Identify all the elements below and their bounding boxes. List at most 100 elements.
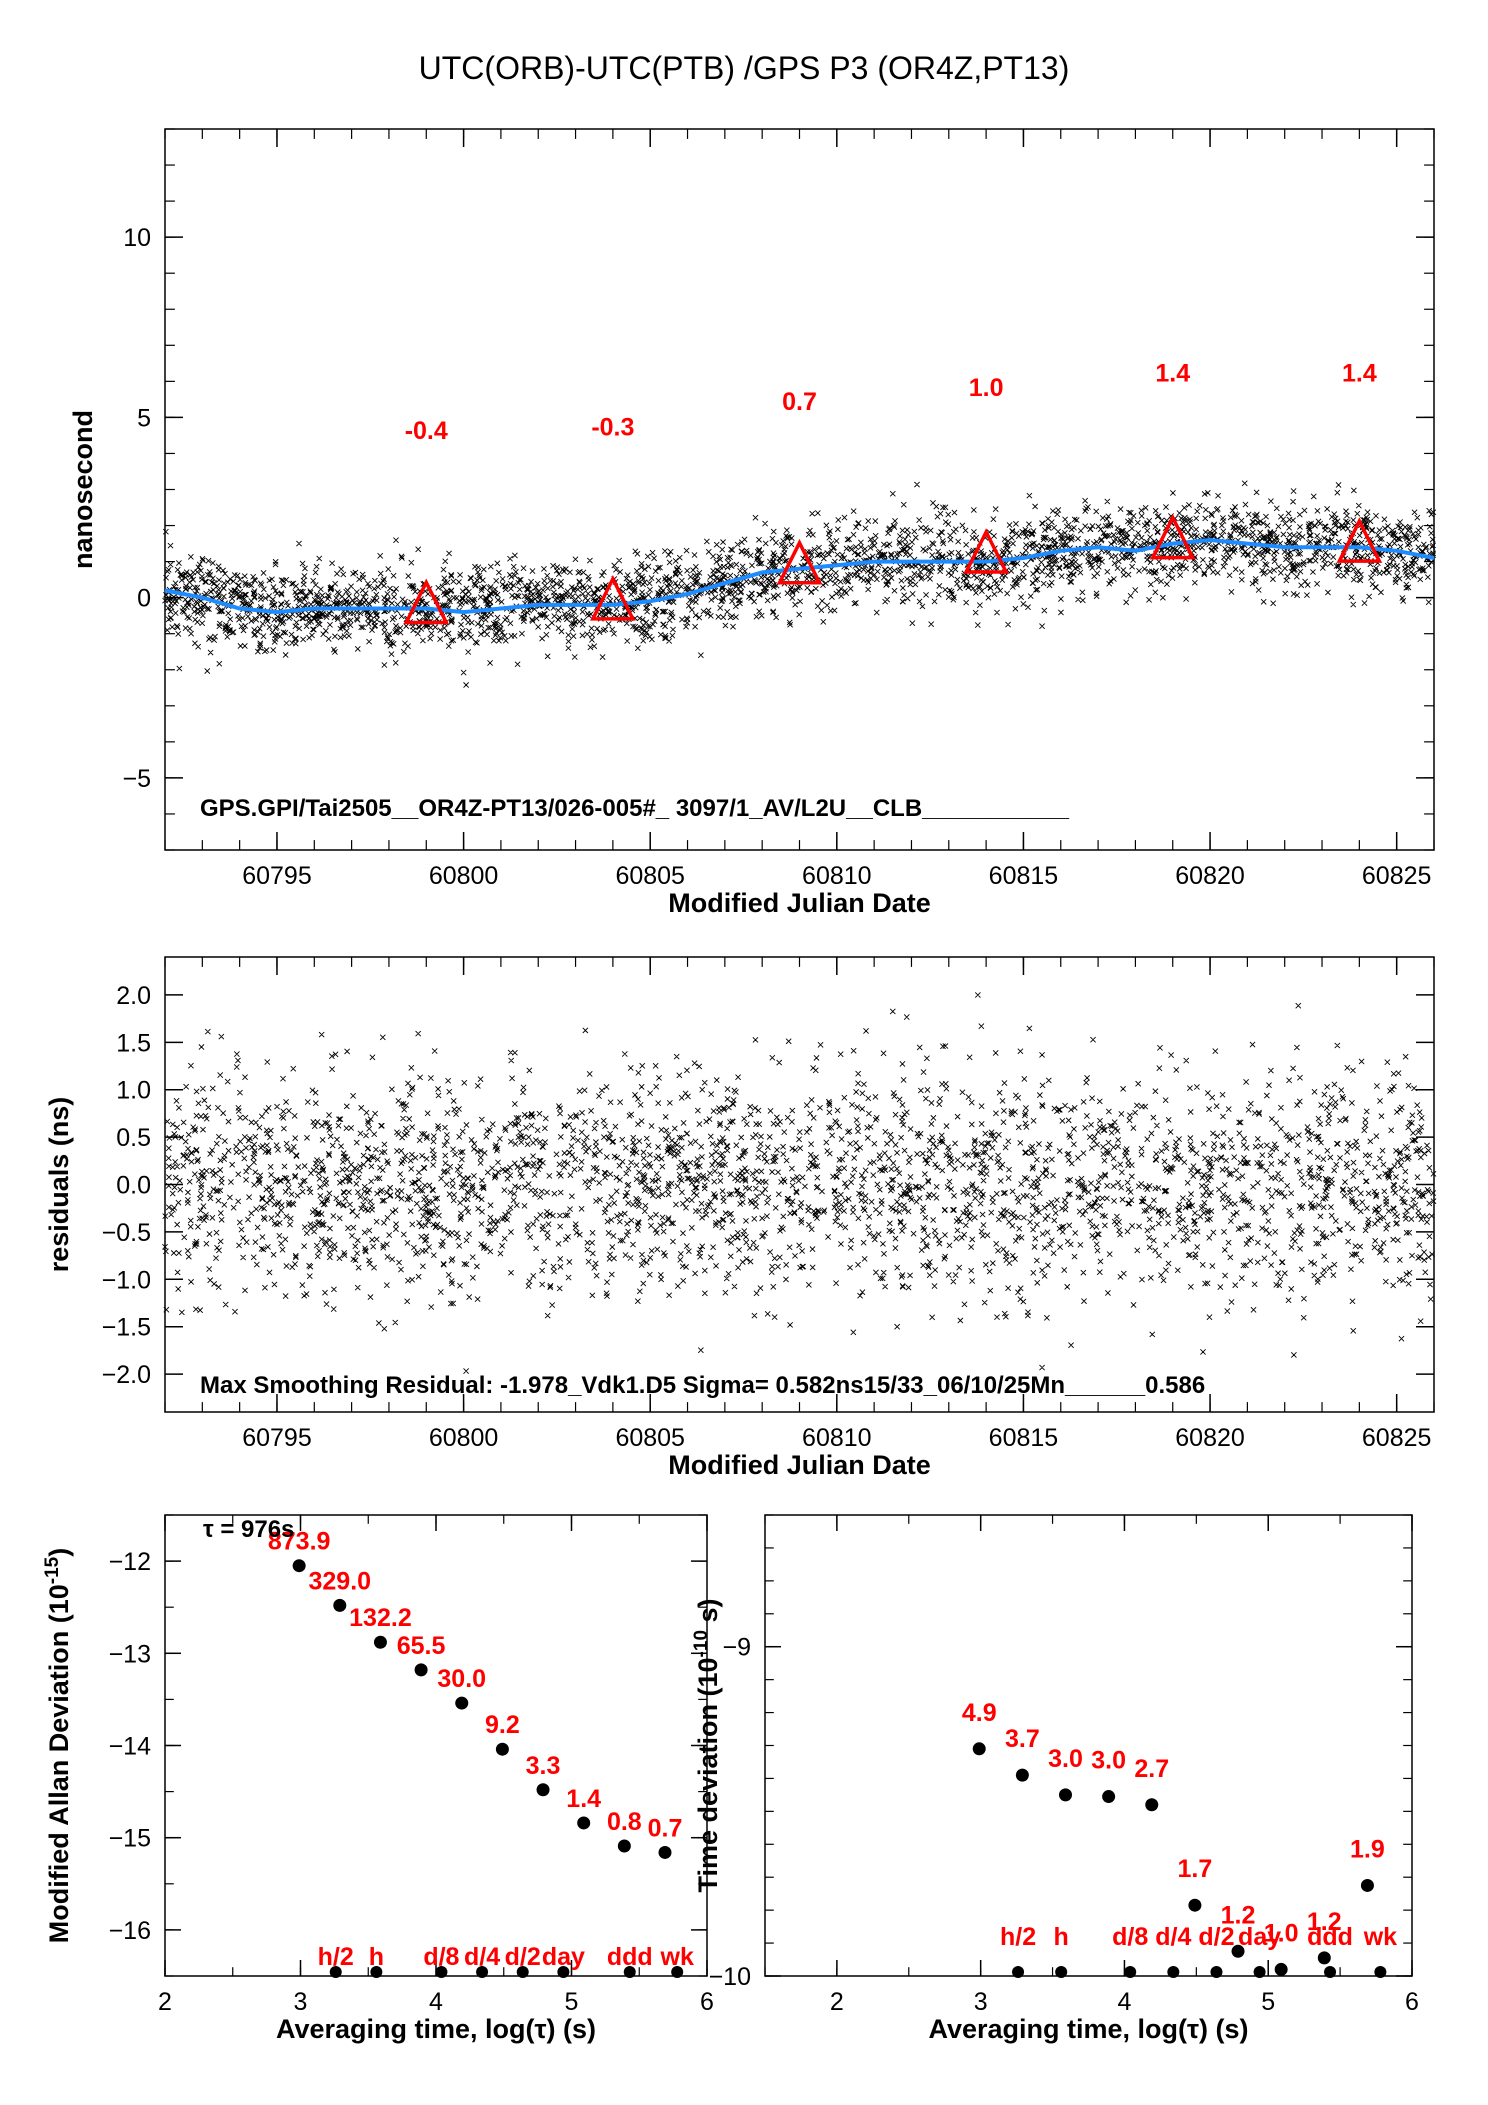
tau-marker-dot: [1012, 1966, 1025, 1978]
y-tick-label: −1.5: [102, 1314, 151, 1342]
y-tick-label: −1.0: [102, 1266, 151, 1294]
tau-marker-dot: [671, 1966, 684, 1978]
tau-marker-dot: [329, 1966, 342, 1978]
deviation-point: [1102, 1790, 1116, 1804]
tau-marker-label: h/2: [318, 1943, 354, 1971]
tau-marker-label: d/8: [1112, 1923, 1148, 1951]
x-tick-label: 6: [1405, 1988, 1419, 2016]
panel-allan-deviation: 2 3 4 5 6 −16 −15 −14 −13 −12 h/2 h d/8 d/4 d/2 day ddd w…: [42, 1514, 714, 2044]
tau-marker-label: wk: [1363, 1923, 1397, 1951]
y-axis-label-end: s): [693, 1598, 723, 1630]
tau-marker-dot: [435, 1966, 448, 1978]
tau-marker-label: wk: [660, 1943, 694, 1971]
y-tick-label: 0.0: [116, 1172, 151, 1200]
chart-title: UTC(ORB)-UTC(PTB) /GPS P3 (OR4Z,PT13): [419, 50, 1070, 86]
info-text: GPS.GPI/Tai2505__OR4Z-PT13/026-005#_ 309…: [200, 795, 1070, 822]
deviation-point: [292, 1559, 306, 1573]
x-tick-label: 60825: [1362, 862, 1432, 890]
tau-marker-dot: [476, 1966, 489, 1978]
tau-marker-label: day: [542, 1943, 585, 1971]
x-tick-label: 4: [1117, 1988, 1131, 2016]
deviation-point: [972, 1742, 986, 1756]
triangle-marker: [403, 578, 450, 625]
deviation-point: [1317, 1951, 1331, 1965]
y-tick-label: −16: [109, 1917, 151, 1945]
marker-value-label: 0.7: [782, 388, 817, 416]
y-tick-label: −12: [109, 1548, 151, 1576]
y-axis-label-end: ): [44, 1548, 74, 1557]
tau-marker-dot: [1167, 1966, 1180, 1978]
x-tick-label: 3: [294, 1988, 308, 2016]
y-tick-label: 5: [137, 404, 151, 432]
deviation-value-label: 0.7: [648, 1814, 683, 1842]
x-axis-label: Modified Julian Date: [668, 1450, 931, 1480]
y-tick-label: 2.0: [116, 982, 151, 1010]
y-tick-label: −10: [709, 1963, 751, 1991]
info-text: Max Smoothing Residual: -1.978_Vdk1.D5 S…: [200, 1372, 1205, 1399]
x-tick-label: 2: [830, 1988, 844, 2016]
x-tick-label: 60800: [429, 1424, 499, 1452]
x-tick-label: 60795: [242, 1424, 312, 1452]
x-tick-label: 60810: [802, 1424, 872, 1452]
x-tick-label: 60795: [242, 862, 312, 890]
tau-marker-dot: [557, 1966, 570, 1978]
deviation-value-label: 3.3: [526, 1752, 561, 1780]
deviation-value-label: 65.5: [397, 1632, 446, 1660]
deviation-point: [1058, 1788, 1072, 1802]
tau-marker-dot: [370, 1966, 383, 1978]
y-axis-label: Modified Allan Deviation (10-15): [42, 1548, 74, 1944]
deviation-value-label: 1.2: [1307, 1908, 1342, 1936]
marker-value-label: -0.4: [405, 417, 448, 445]
deviation-value-label: 3.0: [1048, 1745, 1083, 1773]
tau-marker-dot: [1210, 1966, 1223, 1978]
x-tick-label: 60820: [1175, 1424, 1245, 1452]
x-tick-label: 60820: [1175, 862, 1245, 890]
tau-marker-label: h/2: [1000, 1923, 1036, 1951]
tau-marker-label: ddd: [1307, 1923, 1353, 1951]
triangle-marker: [590, 574, 636, 621]
tau-marker-dot: [623, 1966, 636, 1978]
y-tick-label: −14: [109, 1733, 152, 1761]
deviation-point: [373, 1635, 387, 1649]
deviation-value-label: 2.7: [1134, 1755, 1169, 1783]
deviation-value-label: 1.2: [1221, 1901, 1256, 1929]
deviation-point: [495, 1742, 509, 1756]
y-tick-label: 0: [137, 585, 151, 613]
deviation-point: [455, 1696, 469, 1710]
tau-marker-label: ddd: [607, 1943, 653, 1971]
tau-marker-label: d/8: [423, 1943, 459, 1971]
deviation-value-label: 873.9: [268, 1528, 331, 1556]
deviation-value-label: 1.4: [566, 1785, 601, 1813]
tau-marker-label: h: [1054, 1923, 1069, 1951]
deviation-point: [1231, 1944, 1245, 1958]
x-tick-label: 60815: [989, 1424, 1059, 1452]
smooth-curve: [164, 537, 1435, 615]
x-tick-label: 60805: [615, 1424, 685, 1452]
deviation-value-label: 4.9: [962, 1699, 997, 1727]
deviation-value-label: 1.9: [1350, 1835, 1385, 1863]
deviation-point: [536, 1783, 550, 1797]
deviation-value-label: 132.2: [349, 1604, 412, 1632]
tau-marker-label: d/4: [464, 1943, 500, 1971]
panel-time-deviation: 2 3 4 5 6−10−9h/2 h d/8 d/4 d/2 day ddd wk4.93.73.0…: [691, 1514, 1419, 2044]
deviation-value-label: 3.7: [1005, 1725, 1040, 1753]
y-axis-label: Time deviation (10-10 s): [691, 1598, 723, 1892]
y-tick-label: −13: [109, 1640, 151, 1668]
marker-value-label: -0.3: [591, 413, 634, 441]
y-axis-label-main: Modified Allan Deviation (10: [44, 1584, 74, 1943]
x-tick-label: 4: [429, 1988, 443, 2016]
x-tick-label: 3: [974, 1988, 988, 2016]
y-tick-label: −2.0: [102, 1361, 151, 1389]
tau-marker-label: d/4: [1155, 1923, 1191, 1951]
panel-time-difference: 60795 60800 60805 60810 60815 60820 60825 −5 0 5 1…: [68, 128, 1437, 918]
deviation-value-label: 0.8: [607, 1808, 642, 1836]
x-tick-label: 60810: [802, 862, 872, 890]
triangle-marker: [1149, 513, 1196, 560]
x-tick-label: 2: [158, 1988, 172, 2016]
marker-value-label: 1.4: [1342, 359, 1377, 387]
deviation-value-label: 30.0: [437, 1665, 486, 1693]
deviation-point: [1274, 1962, 1288, 1976]
deviation-point: [658, 1845, 672, 1859]
plot-frame: [164, 128, 1435, 851]
deviation-point: [1188, 1898, 1202, 1912]
